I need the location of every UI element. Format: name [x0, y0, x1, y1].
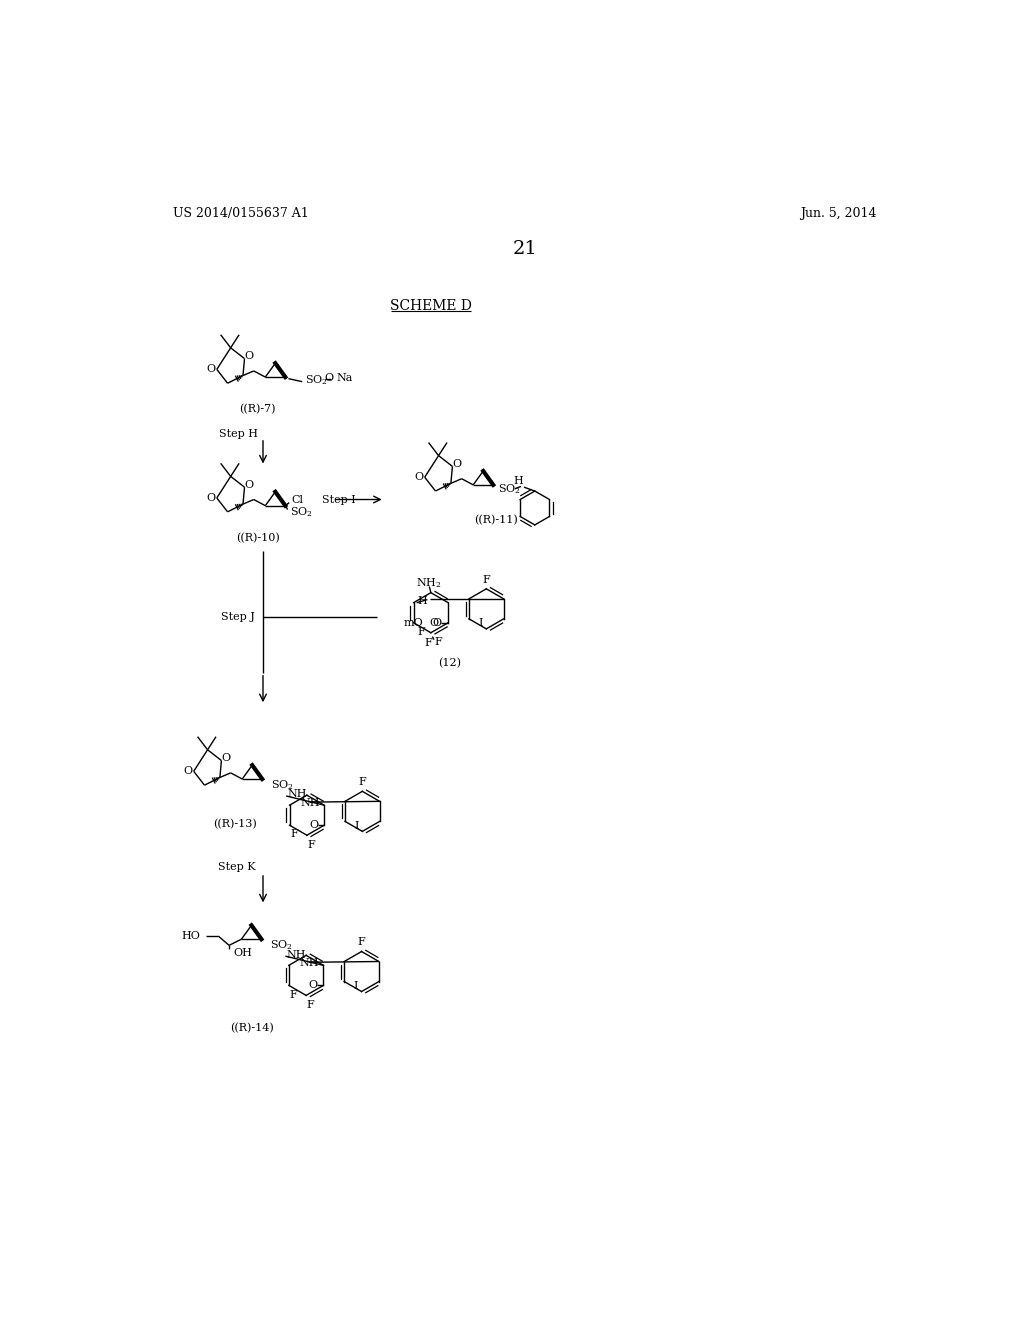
- Text: SO$_2$: SO$_2$: [270, 939, 293, 952]
- Text: NH: NH: [300, 958, 319, 968]
- Text: I: I: [478, 619, 482, 628]
- Text: SO$_2$: SO$_2$: [498, 482, 521, 495]
- Text: NH$_2$: NH$_2$: [417, 577, 442, 590]
- Text: SCHEME D: SCHEME D: [390, 300, 472, 313]
- Text: SO$_2$: SO$_2$: [305, 374, 329, 387]
- Text: F: F: [290, 990, 297, 999]
- Text: ((R)-14): ((R)-14): [230, 1023, 274, 1034]
- Text: Step H: Step H: [218, 429, 258, 440]
- Text: O: O: [308, 981, 317, 990]
- Text: ((R)-10): ((R)-10): [236, 533, 280, 543]
- Text: NH: NH: [287, 949, 306, 960]
- Text: O: O: [245, 480, 254, 490]
- Text: ((R)-7): ((R)-7): [240, 404, 275, 414]
- Text: O: O: [183, 767, 193, 776]
- Text: Cl: Cl: [292, 495, 303, 504]
- Text: O: O: [309, 820, 318, 830]
- Text: O: O: [453, 459, 462, 469]
- Text: Step K: Step K: [218, 862, 256, 871]
- Text: F: F: [290, 829, 298, 840]
- Text: Step I: Step I: [322, 495, 355, 504]
- Text: F: F: [307, 1001, 314, 1010]
- Text: F: F: [425, 639, 432, 648]
- Text: OH: OH: [233, 948, 253, 958]
- Text: O: O: [221, 754, 230, 763]
- Text: O: O: [245, 351, 254, 362]
- Text: Na: Na: [337, 372, 353, 383]
- Text: O: O: [430, 618, 439, 628]
- Text: Step J: Step J: [221, 611, 255, 622]
- Text: mO: mO: [403, 618, 424, 628]
- Text: I: I: [353, 981, 358, 991]
- Text: O: O: [415, 473, 424, 482]
- Text: NH: NH: [300, 797, 319, 808]
- Text: (12): (12): [438, 657, 462, 668]
- Text: F: F: [358, 777, 367, 787]
- Text: HO: HO: [181, 931, 200, 941]
- Text: NH: NH: [288, 789, 307, 800]
- Text: F: F: [307, 841, 315, 850]
- Text: 21: 21: [512, 240, 538, 259]
- Text: I: I: [354, 821, 358, 832]
- Text: SO$_2$: SO$_2$: [290, 506, 313, 519]
- Text: ((R)-11): ((R)-11): [474, 515, 518, 525]
- Text: O: O: [433, 618, 442, 628]
- Text: Jun. 5, 2014: Jun. 5, 2014: [800, 207, 877, 220]
- Text: H: H: [418, 597, 428, 606]
- Text: SO$_2$: SO$_2$: [270, 779, 294, 792]
- Text: O: O: [324, 372, 333, 383]
- Text: ((R)-13): ((R)-13): [213, 820, 256, 829]
- Text: F: F: [357, 937, 366, 948]
- Text: US 2014/0155637 A1: US 2014/0155637 A1: [173, 207, 308, 220]
- Text: F: F: [482, 574, 490, 585]
- Text: H: H: [513, 477, 522, 486]
- Text: F: F: [418, 627, 425, 638]
- Text: O: O: [207, 492, 216, 503]
- Text: F: F: [435, 638, 442, 647]
- Text: O: O: [207, 364, 216, 375]
